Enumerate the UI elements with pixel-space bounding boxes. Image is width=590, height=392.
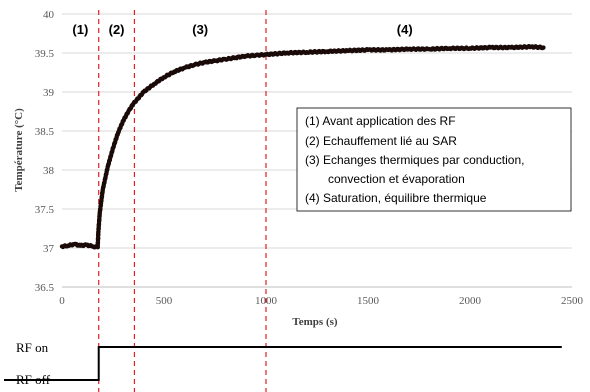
phase-labels: (1) (2) (3) (4) <box>72 22 412 37</box>
legend-item-2: (2) Echauffement lié au SAR <box>305 134 457 148</box>
legend-item-1: (1) Avant application des RF <box>305 114 456 128</box>
y-axis-title: Température (°C) <box>13 108 25 192</box>
x-tick-label: 500 <box>156 295 173 307</box>
phase-boundaries <box>98 10 267 392</box>
phase-label: (1) <box>72 22 88 37</box>
legend: (1) Avant application des RF (2) Echauff… <box>296 107 572 212</box>
y-tick-label: 36.5 <box>35 282 55 294</box>
x-tick-label: 2500 <box>561 295 584 307</box>
y-tick-label: 38 <box>43 165 55 177</box>
y-axis-ticks: 36.5 37 37.5 38 38.5 39 39.5 40 <box>35 9 55 294</box>
x-tick-label: 0 <box>59 295 65 307</box>
phase-label: (4) <box>397 22 413 37</box>
phase-label: (2) <box>109 22 125 37</box>
x-tick-label: 1500 <box>357 295 380 307</box>
phase-label: (3) <box>192 22 208 37</box>
y-tick-label: 39 <box>43 87 55 99</box>
legend-item-3: (3) Echanges thermiques par conduction, <box>305 153 524 167</box>
y-tick-label: 37.5 <box>35 204 55 216</box>
rf-signal-chart: RF on RF off <box>4 340 562 387</box>
legend-item-4: (4) Saturation, équilibre thermique <box>305 191 487 205</box>
legend-box <box>296 107 572 212</box>
y-tick-label: 37 <box>43 243 55 255</box>
y-tick-label: 39.5 <box>35 48 55 60</box>
x-axis-ticks: 0 500 1000 1500 2000 2500 <box>59 295 583 307</box>
data-points <box>59 43 546 250</box>
y-tick-label: 38.5 <box>35 126 55 138</box>
rf-signal-line <box>4 346 562 381</box>
x-axis-title: Temps (s) <box>292 316 337 328</box>
x-tick-label: 2000 <box>459 295 482 307</box>
legend-item-3-cont: convection et évaporation <box>328 172 465 186</box>
data-point <box>541 45 546 50</box>
y-tick-label: 40 <box>43 9 55 21</box>
rf-on-label: RF on <box>16 340 49 355</box>
